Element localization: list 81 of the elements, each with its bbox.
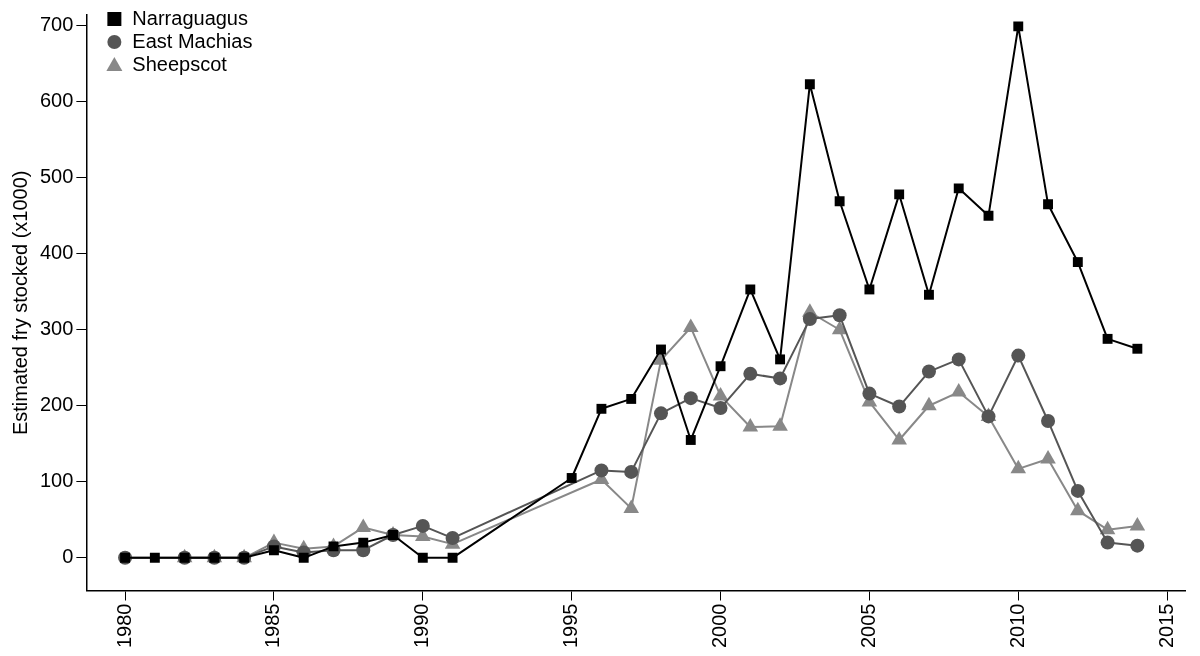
point	[802, 312, 817, 327]
point	[1099, 520, 1116, 535]
point	[685, 435, 696, 445]
point	[298, 552, 309, 563]
point	[626, 393, 637, 404]
point	[683, 391, 698, 406]
point	[1011, 348, 1026, 363]
point	[950, 383, 967, 397]
point	[415, 518, 430, 533]
point	[149, 552, 160, 563]
point	[743, 366, 758, 381]
point	[892, 399, 907, 414]
point	[745, 284, 756, 295]
point	[1072, 257, 1083, 268]
x-tick-label: 1985	[261, 603, 284, 649]
point	[715, 361, 726, 372]
point	[924, 289, 934, 300]
point	[1100, 535, 1115, 550]
point	[1132, 343, 1143, 354]
point	[358, 537, 369, 548]
point	[1070, 501, 1086, 516]
point	[1041, 413, 1056, 428]
point	[1043, 199, 1053, 210]
point	[891, 430, 907, 445]
point	[566, 473, 577, 483]
point	[623, 499, 640, 513]
point	[772, 417, 788, 431]
point	[1040, 449, 1056, 464]
point	[921, 396, 937, 411]
y-tick-label: 500	[39, 165, 74, 188]
point	[1010, 459, 1027, 474]
y-tick-label: 200	[39, 393, 74, 416]
point	[921, 364, 936, 379]
point	[862, 386, 877, 401]
point	[1070, 483, 1085, 498]
point	[864, 284, 875, 295]
point	[951, 352, 966, 367]
point	[328, 541, 339, 552]
y-tick-label: 0	[62, 545, 74, 568]
point	[596, 403, 607, 414]
point	[831, 320, 848, 335]
x-tick-label: 1980	[112, 603, 135, 649]
y-axis-title: Estimated fry stocked (x1000)	[8, 170, 31, 436]
legend-label: Sheepscot	[132, 52, 228, 75]
legend-label: Narraguagus	[132, 6, 248, 29]
x-tick-label: 2010	[1005, 603, 1028, 649]
point	[773, 371, 788, 386]
x-tick-label: 2000	[708, 603, 731, 649]
x-tick-label: 2005	[856, 603, 879, 649]
y-tick-label: 600	[39, 89, 74, 112]
legend-label: East Machias	[132, 29, 253, 52]
point	[656, 344, 666, 355]
y-tick-label: 300	[39, 317, 74, 340]
point	[834, 196, 845, 207]
x-tick-label: 2015	[1154, 603, 1177, 649]
y-tick-label: 700	[39, 13, 74, 36]
point	[832, 308, 847, 323]
x-tick-label: 1990	[410, 603, 433, 649]
point	[1102, 333, 1113, 344]
point	[417, 552, 428, 563]
point	[1129, 516, 1146, 531]
point	[713, 401, 728, 416]
point	[653, 406, 668, 421]
x-tick-label: 1995	[559, 603, 582, 649]
y-tick-label: 100	[39, 469, 74, 492]
point	[894, 189, 905, 200]
point	[804, 79, 815, 90]
y-tick-label: 400	[39, 241, 74, 264]
point	[1013, 21, 1024, 32]
point	[445, 531, 460, 546]
point	[594, 463, 609, 478]
point	[712, 386, 729, 401]
point	[953, 183, 964, 194]
point	[268, 545, 279, 556]
point	[775, 354, 786, 365]
point	[742, 418, 759, 432]
point	[447, 552, 458, 563]
point	[624, 464, 639, 479]
point	[355, 518, 372, 532]
point	[1130, 538, 1145, 553]
point	[983, 210, 994, 221]
